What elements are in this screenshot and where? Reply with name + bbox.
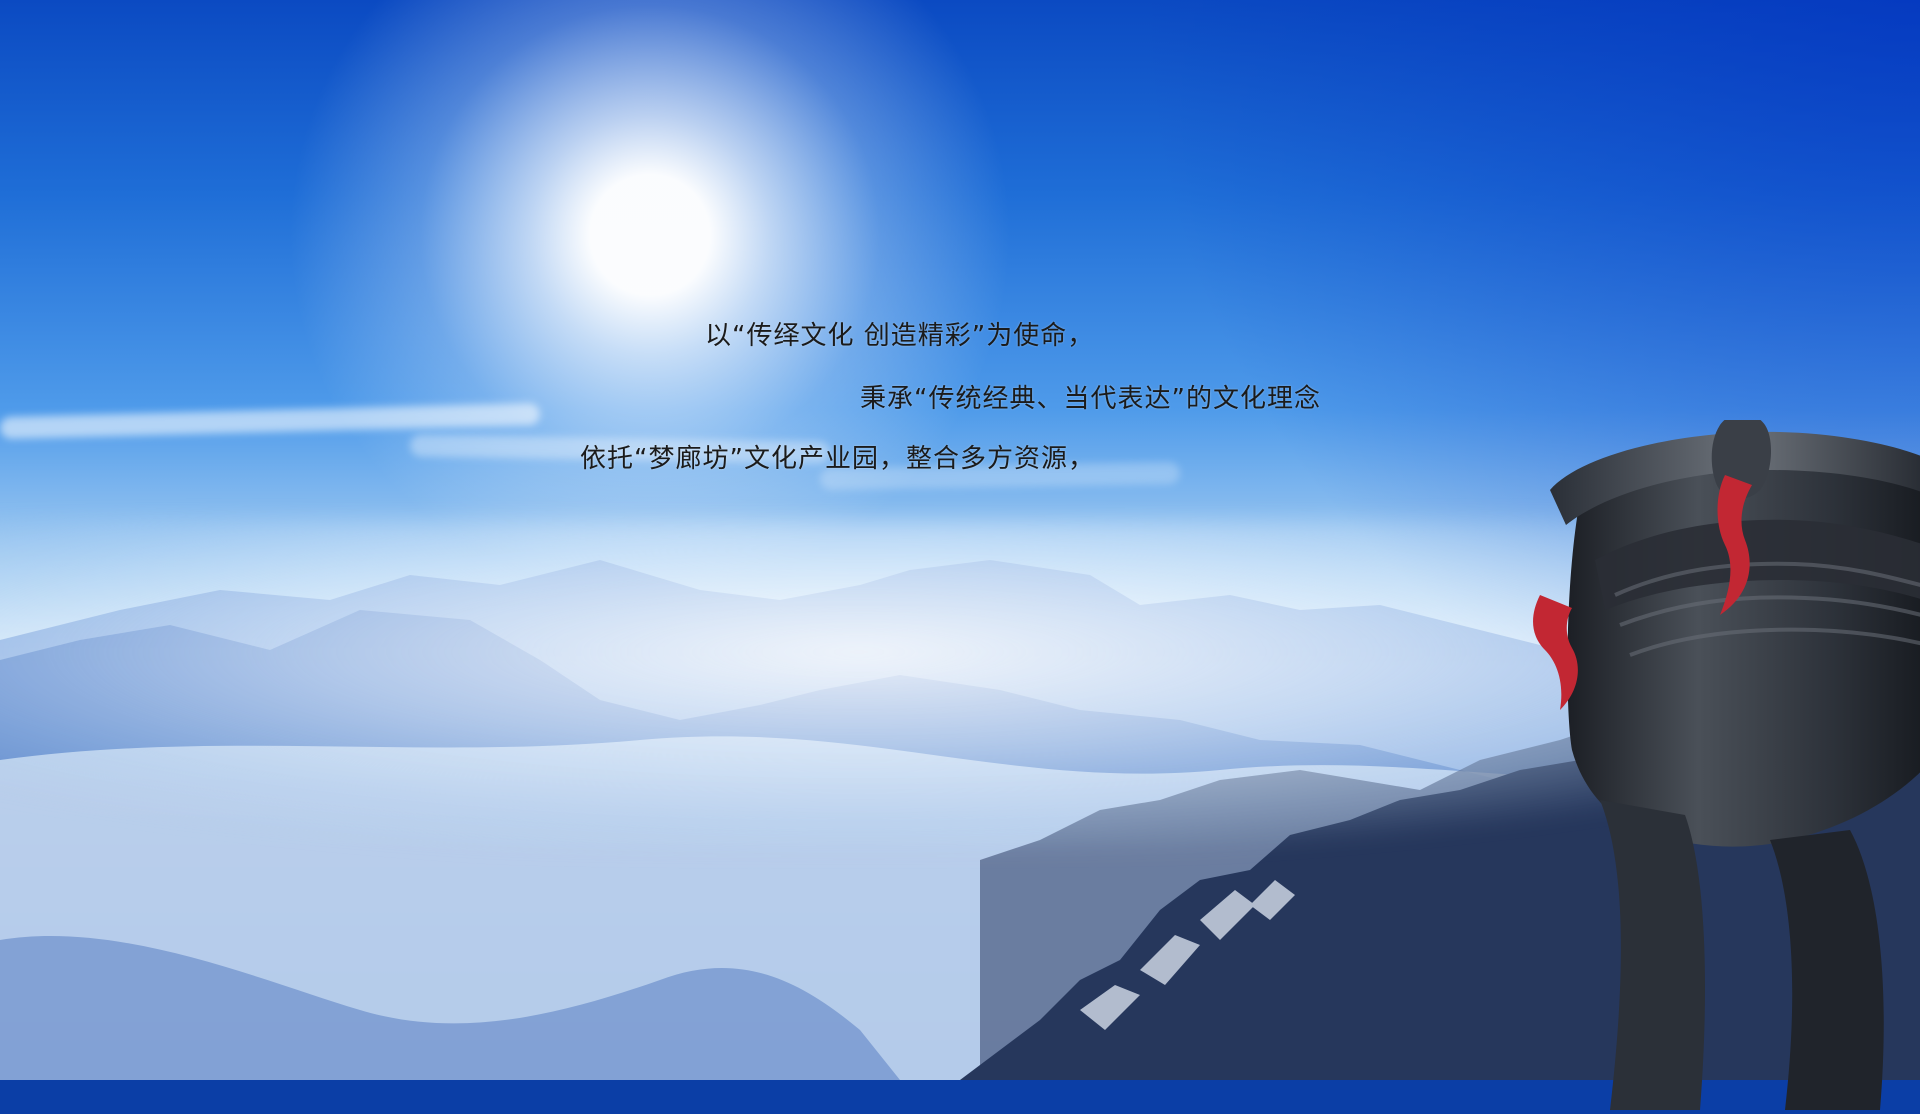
ribbon-top (1717, 475, 1752, 615)
mission-text-line-2: 秉承“传统经典、当代表达”的文化理念 (860, 384, 1321, 414)
vessel-rim (1550, 431, 1920, 525)
vessel-ornament-lines (1614, 561, 1920, 657)
bronze-vessel (1510, 413, 1920, 1110)
vessel-leg-right (1770, 830, 1884, 1110)
ribbon-left (1533, 595, 1578, 710)
mission-text-line-3: 依托“梦廊坊”文化产业园，整合多方资源， (580, 444, 1095, 474)
mountain-near-left (0, 936, 900, 1080)
snow-streaks (1080, 880, 1295, 1030)
mission-text-line-1: 以“传绎文化 创造精彩”为使命， (705, 321, 1095, 351)
vessel-leg-left (1600, 800, 1705, 1110)
bronze-vessel-illustration (1533, 413, 1920, 1110)
